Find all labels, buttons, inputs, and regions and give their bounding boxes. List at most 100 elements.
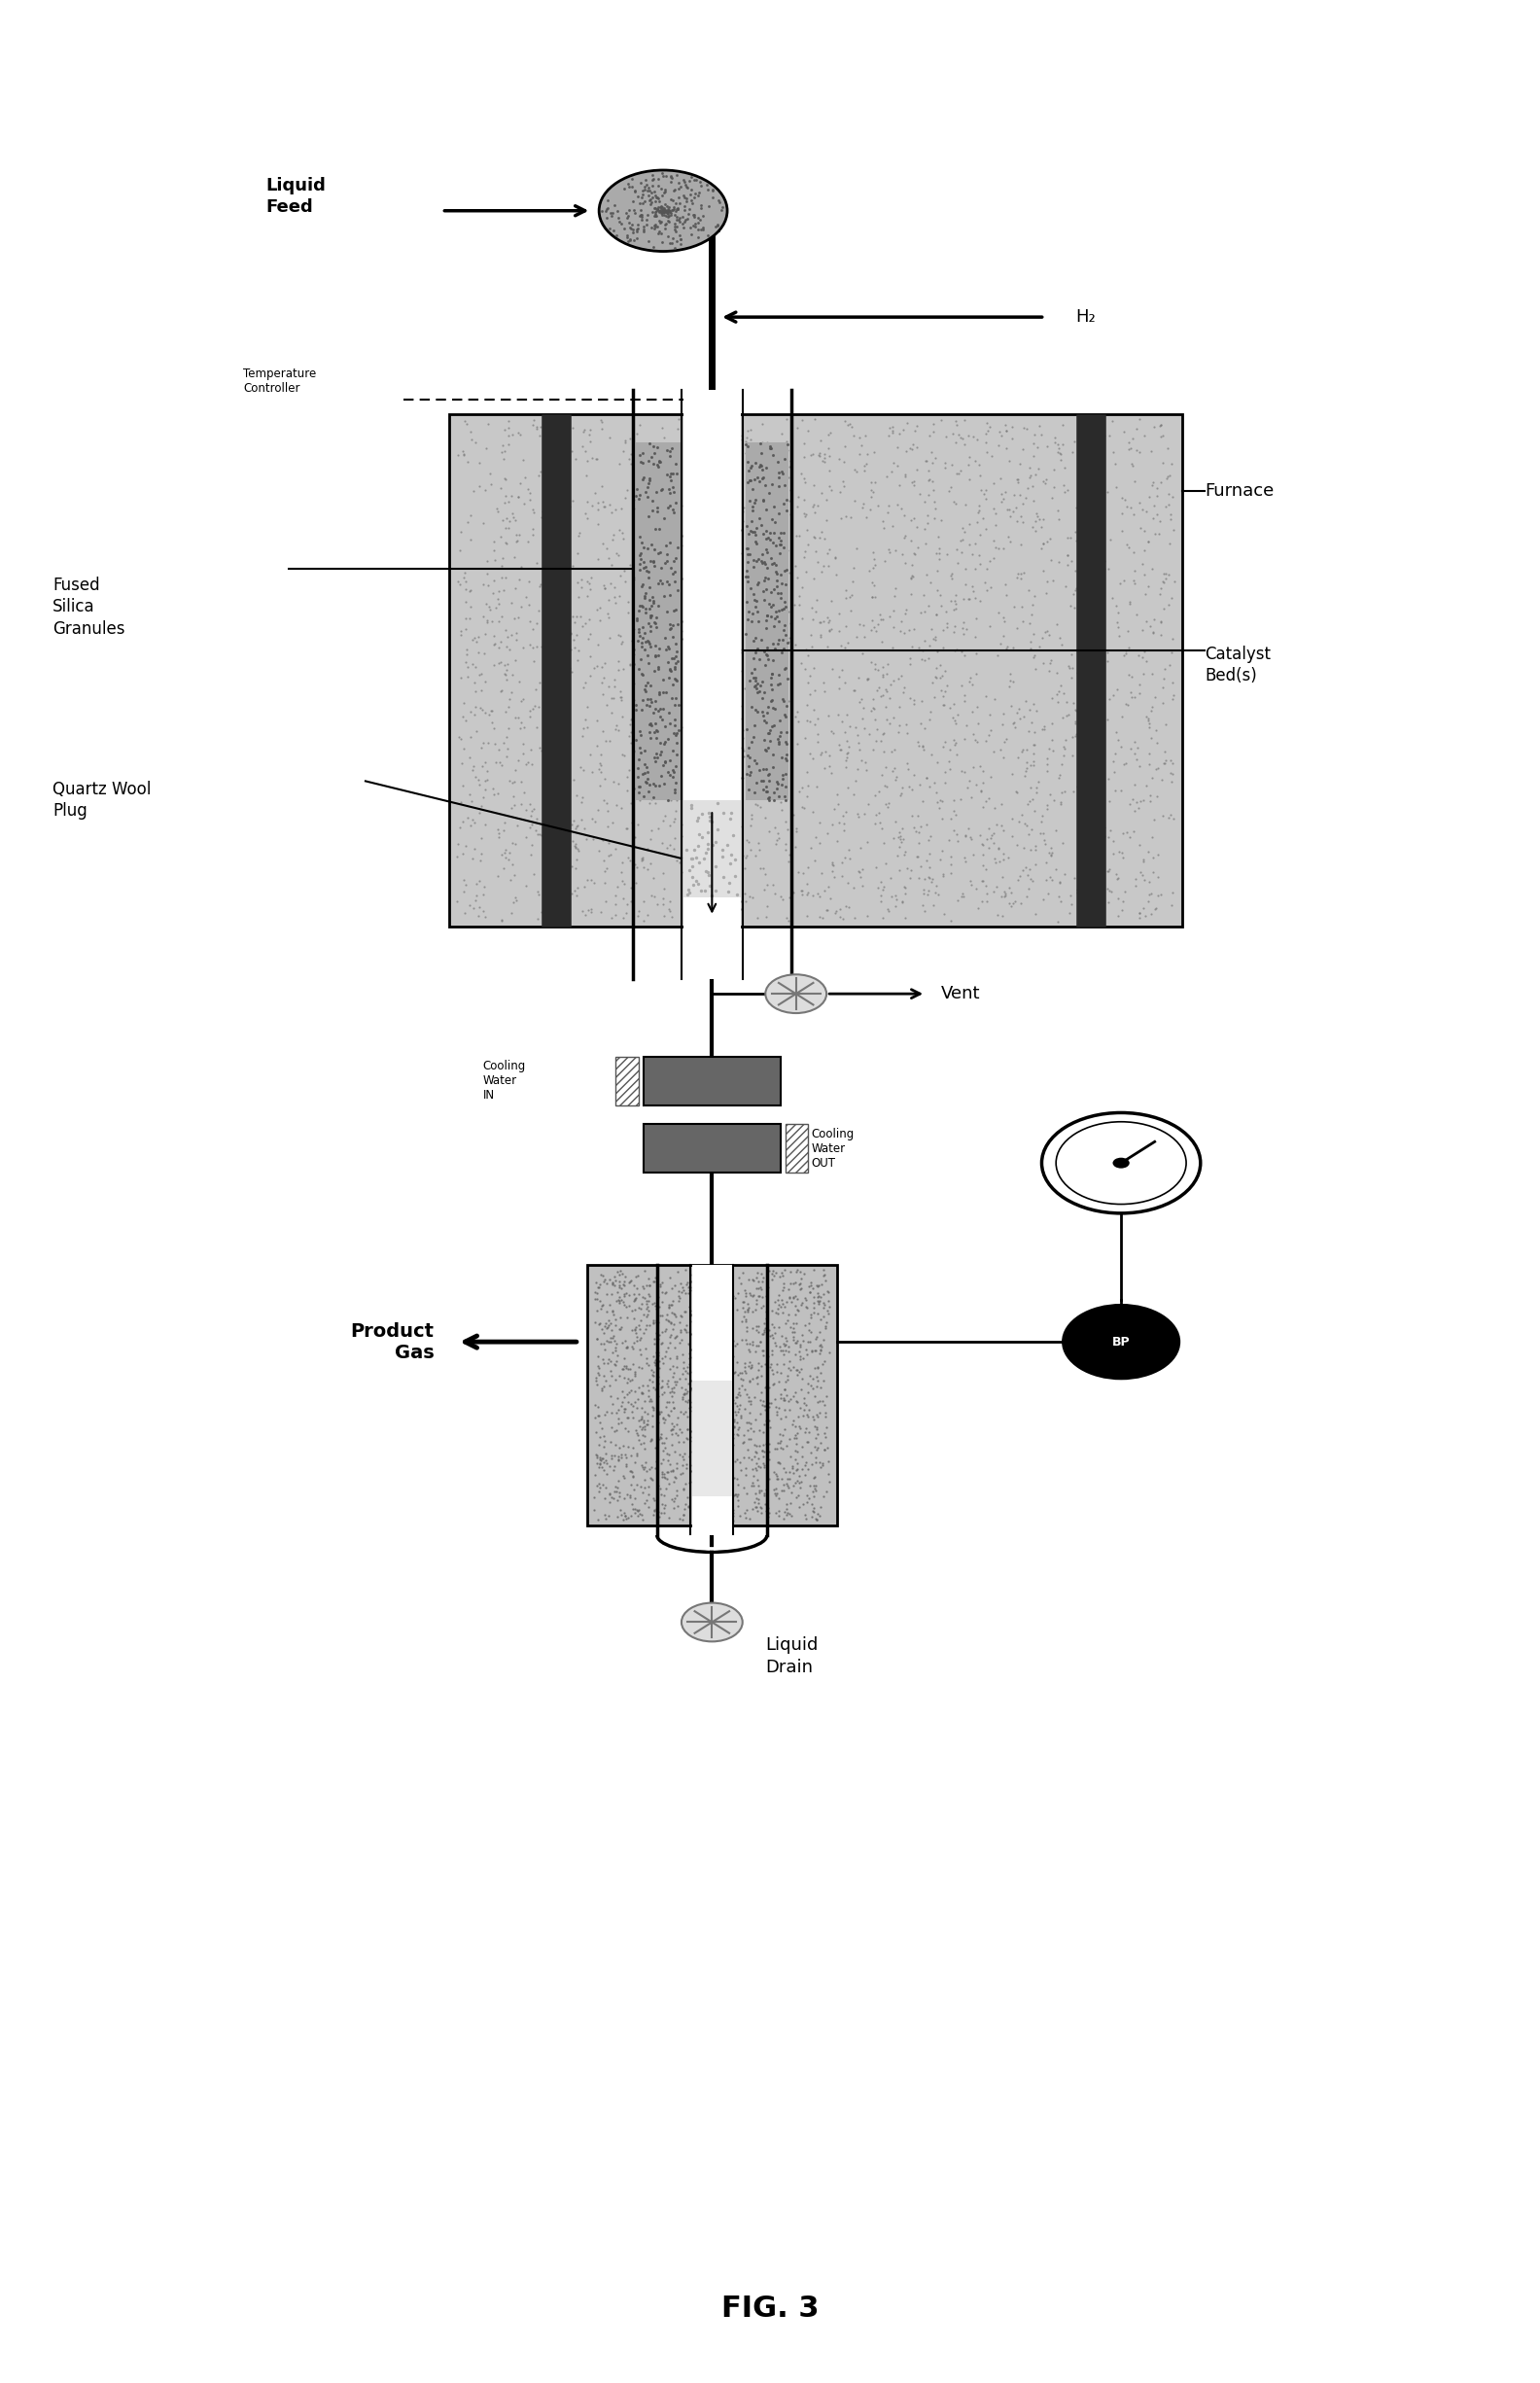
Point (812, 1275, 836, 1313)
Point (628, 164, 653, 203)
Point (598, 1475, 622, 1513)
Point (619, 1292, 644, 1330)
Point (899, 627, 924, 665)
Point (596, 667, 621, 705)
Point (887, 813, 912, 851)
Point (1113, 634, 1138, 672)
Point (517, 603, 542, 641)
Point (688, 479, 713, 517)
Point (855, 660, 879, 698)
Point (593, 1423, 618, 1461)
Point (658, 882, 682, 920)
Point (829, 498, 853, 536)
Point (622, 1265, 647, 1304)
Point (770, 1294, 795, 1332)
Point (724, 610, 748, 648)
Point (695, 1394, 719, 1432)
Point (813, 1396, 838, 1435)
Point (661, 617, 685, 655)
Point (699, 1299, 724, 1337)
Point (924, 572, 949, 610)
Point (493, 646, 517, 684)
Point (907, 765, 932, 803)
Point (801, 1294, 825, 1332)
Point (802, 1251, 827, 1289)
Point (681, 1389, 705, 1427)
Point (819, 610, 844, 648)
Point (598, 1365, 622, 1404)
Point (762, 1430, 787, 1468)
Point (1107, 565, 1132, 603)
Point (701, 1499, 725, 1537)
Point (1075, 548, 1100, 586)
Point (744, 774, 768, 813)
Point (725, 1375, 750, 1413)
Point (944, 405, 969, 443)
Point (684, 1449, 708, 1487)
Point (1135, 882, 1160, 920)
Point (648, 169, 673, 207)
Point (1137, 705, 1161, 743)
Point (642, 527, 667, 565)
Point (741, 1308, 765, 1346)
Point (804, 1439, 829, 1477)
Point (596, 836, 621, 875)
Point (605, 1392, 630, 1430)
Point (730, 1361, 755, 1399)
Point (958, 863, 983, 901)
Point (733, 1320, 758, 1358)
Point (932, 855, 956, 894)
Point (661, 491, 685, 529)
Point (801, 1396, 825, 1435)
Point (816, 1454, 841, 1492)
Point (604, 877, 628, 915)
Point (781, 1377, 805, 1416)
Point (768, 734, 793, 772)
Point (675, 1396, 699, 1435)
Point (496, 481, 521, 519)
Point (604, 1394, 628, 1432)
Point (648, 1494, 673, 1532)
Point (804, 1265, 829, 1304)
Point (872, 732, 896, 770)
Point (648, 1296, 673, 1334)
Point (687, 701, 711, 739)
Point (582, 474, 607, 512)
Point (716, 872, 741, 910)
Point (735, 627, 759, 665)
Point (664, 1458, 688, 1497)
Point (955, 770, 979, 808)
Point (708, 1282, 733, 1320)
Point (513, 708, 537, 746)
Point (622, 1489, 647, 1528)
Point (661, 219, 685, 257)
Point (827, 729, 852, 767)
Point (642, 1344, 667, 1382)
Point (1155, 460, 1180, 498)
Point (818, 612, 842, 651)
Point (873, 670, 898, 708)
Point (998, 522, 1023, 560)
Point (687, 1480, 711, 1518)
Point (1064, 715, 1089, 753)
Point (664, 1365, 688, 1404)
Point (744, 586, 768, 624)
Point (870, 677, 895, 715)
Point (775, 491, 799, 529)
Point (662, 1294, 687, 1332)
Point (602, 1446, 627, 1485)
Point (594, 791, 619, 829)
Point (755, 1320, 779, 1358)
Point (607, 1282, 631, 1320)
Point (708, 601, 733, 639)
Point (1123, 791, 1147, 829)
Point (608, 617, 633, 655)
Point (882, 803, 907, 841)
Point (604, 1327, 628, 1365)
Point (722, 1401, 747, 1439)
Point (696, 489, 721, 527)
Point (735, 427, 759, 465)
Point (547, 651, 571, 689)
Point (718, 1401, 742, 1439)
Point (721, 1418, 745, 1456)
